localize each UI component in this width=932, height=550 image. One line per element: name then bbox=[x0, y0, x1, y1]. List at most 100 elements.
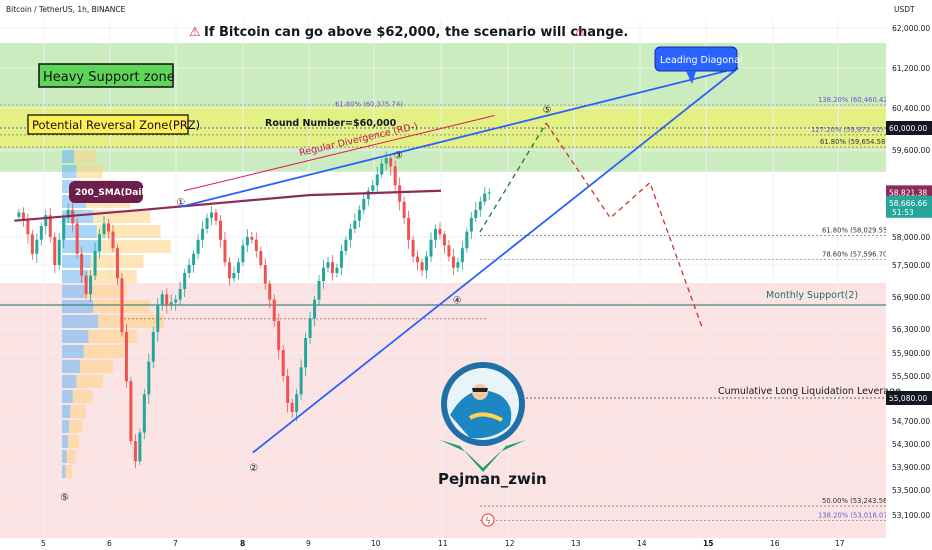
candle-body bbox=[236, 262, 240, 273]
candle-body bbox=[30, 234, 34, 254]
y-tick-label: 55,500.00 bbox=[892, 372, 930, 381]
candle-body bbox=[299, 367, 303, 395]
volume-bar bbox=[62, 390, 73, 403]
volume-bar bbox=[62, 225, 97, 238]
price-tag-secondary: 58,666.66 bbox=[889, 199, 927, 208]
fib-label: 138.20% (53,016.07) bbox=[818, 511, 891, 519]
candle-body bbox=[187, 265, 191, 273]
candle-body bbox=[268, 283, 272, 300]
candle-body bbox=[362, 198, 366, 210]
candle-body bbox=[357, 209, 361, 221]
candle-body bbox=[304, 338, 308, 368]
y-tick-label: 53,900.00 bbox=[892, 463, 930, 472]
candle-body bbox=[111, 231, 115, 249]
volume-profile bbox=[62, 150, 171, 478]
x-tick-label: 12 bbox=[505, 539, 515, 548]
candle-body bbox=[322, 267, 326, 281]
candle-body bbox=[196, 239, 200, 254]
candle-body bbox=[129, 381, 133, 442]
candle-body bbox=[366, 190, 370, 199]
fib-label: 61.80% (60,375.74) bbox=[335, 100, 403, 108]
volume-bar bbox=[62, 165, 77, 178]
candle-body bbox=[339, 251, 343, 268]
forecast-line bbox=[479, 122, 547, 233]
price-tag-60000-bg bbox=[886, 121, 932, 135]
wave-label: ④ bbox=[453, 296, 462, 307]
y-tick-label: 56,900.00 bbox=[892, 293, 930, 302]
candle-body bbox=[124, 332, 128, 382]
wave-label: ② bbox=[249, 463, 258, 474]
wave-label: ⑤ bbox=[543, 105, 552, 116]
x-tick-label: 13 bbox=[571, 539, 581, 548]
candle-body bbox=[286, 376, 290, 403]
volume-bar bbox=[62, 315, 98, 328]
volume-bar bbox=[88, 270, 137, 283]
candle-body bbox=[429, 239, 433, 257]
candle-body bbox=[210, 212, 214, 218]
volume-bar bbox=[62, 240, 101, 253]
price-tag-60000: 60,000.00 bbox=[889, 124, 927, 133]
candle-body bbox=[138, 432, 142, 462]
monthly-support-label: Monthly Support(2) bbox=[766, 290, 858, 301]
candle-body bbox=[447, 245, 451, 257]
volume-bar bbox=[65, 465, 73, 478]
x-tick-label: 15 bbox=[703, 539, 713, 548]
candle-body bbox=[245, 237, 249, 246]
volume-bar bbox=[62, 210, 94, 223]
candle-body bbox=[93, 251, 97, 276]
volume-bar bbox=[62, 330, 89, 343]
candle-body bbox=[438, 228, 442, 235]
candle-body bbox=[26, 220, 30, 235]
candle-body bbox=[420, 262, 424, 271]
candle-body bbox=[39, 226, 43, 240]
volume-bar bbox=[62, 450, 67, 463]
candle-body bbox=[151, 332, 155, 362]
candle-body bbox=[411, 239, 415, 257]
headline: If Bitcoin can go above $62,000, the sce… bbox=[204, 25, 628, 40]
candle-body bbox=[460, 248, 464, 263]
price-tag-secondary-bg bbox=[886, 195, 932, 210]
candle-body bbox=[451, 256, 455, 268]
candle-body bbox=[214, 212, 218, 221]
event-icon-circle[interactable] bbox=[481, 513, 495, 527]
volume-bar bbox=[70, 405, 86, 418]
x-tick-label: 16 bbox=[770, 539, 780, 548]
candle-body bbox=[21, 212, 25, 221]
y-tick-label: 53,100.00 bbox=[892, 511, 930, 520]
candle-body bbox=[416, 256, 420, 263]
volume-bar bbox=[62, 270, 89, 283]
candle-body bbox=[469, 217, 473, 232]
candle-body bbox=[115, 248, 119, 279]
price-timer-bg bbox=[886, 206, 932, 218]
candle-body bbox=[133, 441, 137, 462]
candle-body bbox=[308, 318, 312, 338]
candle-body bbox=[375, 174, 379, 186]
y-tick-label: 56,300.00 bbox=[892, 325, 930, 334]
sma-label-box bbox=[69, 181, 143, 203]
candle-body bbox=[17, 212, 21, 217]
wave-label: ③ bbox=[394, 150, 403, 161]
candle-body bbox=[281, 350, 285, 376]
candle-body bbox=[474, 209, 478, 218]
candle-body bbox=[487, 192, 491, 194]
volume-bar bbox=[62, 375, 77, 388]
x-tick-label: 5 bbox=[41, 539, 46, 548]
candle-body bbox=[142, 394, 146, 433]
candle-body bbox=[80, 253, 84, 276]
round-number-label: Round Number=$60,000 bbox=[265, 118, 397, 129]
price-timer: 51:53 bbox=[892, 208, 914, 217]
volume-bar bbox=[98, 315, 164, 328]
fib-label: 50.00% (53,243.56) bbox=[822, 497, 890, 505]
volume-bar bbox=[74, 150, 96, 163]
prz-box bbox=[27, 114, 189, 135]
volume-bar bbox=[62, 405, 71, 418]
diagonal-lower-line bbox=[252, 67, 739, 454]
candle-body bbox=[62, 217, 66, 240]
candle-body bbox=[389, 158, 393, 167]
liquidation-label: Cumulative Long Liquidation Leverage bbox=[718, 386, 901, 397]
volume-bar bbox=[76, 375, 103, 388]
candle-body bbox=[174, 299, 178, 303]
wave-label: ⑤ bbox=[60, 492, 69, 503]
time-axis: 5 6 7 8 9 10 11 12 13 14 15 16 17 bbox=[0, 538, 886, 550]
